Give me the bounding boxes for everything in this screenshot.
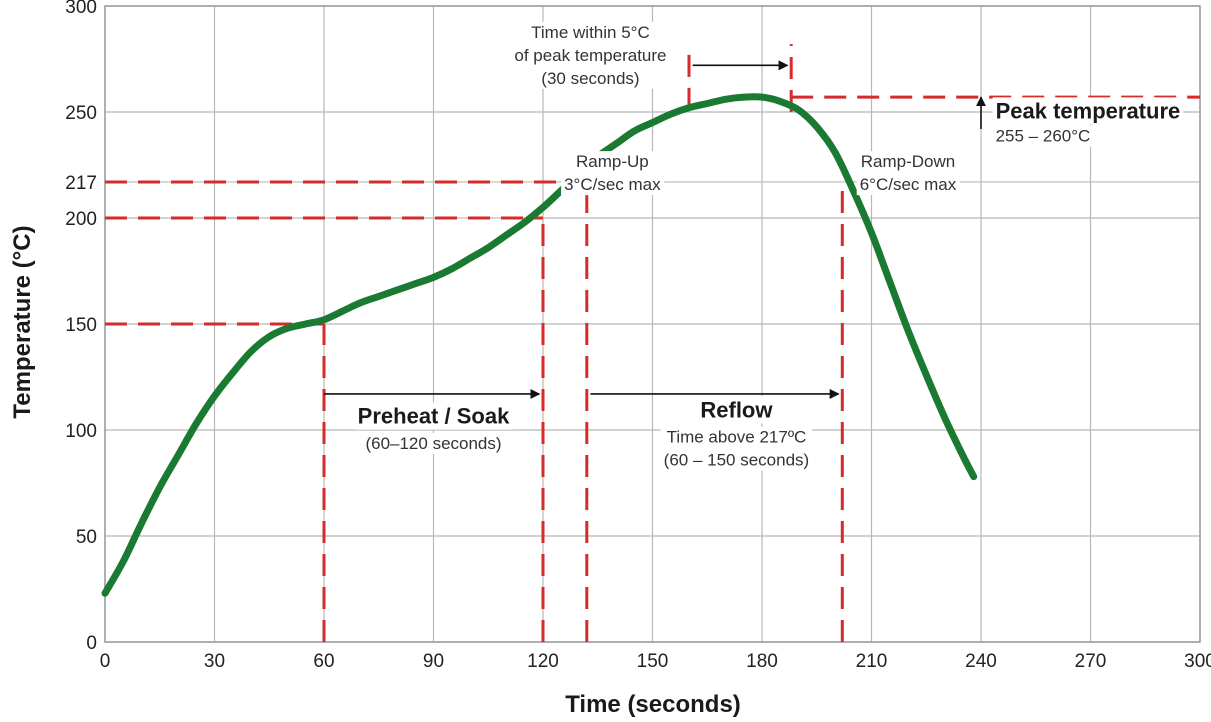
annotation: Preheat / Soak <box>354 402 514 430</box>
annotation-backdrop <box>660 426 813 471</box>
y-tick-label: 50 <box>76 527 97 548</box>
annotation: Ramp-Down 6°C/sec max <box>856 151 960 196</box>
annotation-text: (60–120 seconds) <box>365 434 501 453</box>
annotation: (60–120 seconds) <box>362 433 505 455</box>
x-tick-label: 150 <box>637 651 669 672</box>
annotation-text: (30 seconds) <box>541 69 639 88</box>
annotation-text: 3°C/sec max <box>564 175 661 194</box>
x-tick-label: 60 <box>313 651 334 672</box>
x-tick-label: 30 <box>204 651 225 672</box>
annotation-backdrop <box>992 125 1094 147</box>
y-tick-label: 200 <box>65 209 97 230</box>
curve-layer <box>101 93 978 597</box>
temperature-curve <box>101 93 978 597</box>
annotation-backdrop <box>992 97 1184 125</box>
annotations: Time within 5°C of peak temperature (30 se… <box>354 21 1184 471</box>
annotation-backdrop <box>511 21 670 89</box>
y-tick-label: 217 <box>65 173 97 194</box>
x-tick-label: 240 <box>965 651 997 672</box>
y-tick-label: 100 <box>65 421 97 442</box>
annotation: Ramp-Up 3°C/sec max <box>561 151 665 196</box>
annotation: Reflow <box>697 396 777 424</box>
x-tick-label: 210 <box>856 651 888 672</box>
annotation-text: 255 – 260°C <box>996 127 1091 146</box>
y-tick-label: 300 <box>65 0 97 18</box>
reference-lines <box>105 44 1200 642</box>
x-tick-label: 0 <box>100 651 111 672</box>
annotation-text: 6°C/sec max <box>860 175 957 194</box>
annotation: Time above 217ºC (60 – 150 seconds) <box>660 426 813 471</box>
x-tick-label: 90 <box>423 651 444 672</box>
annotation-text: Time within 5°C <box>531 23 650 42</box>
x-axis-title: Time (seconds) <box>565 691 741 718</box>
y-tick-label: 0 <box>86 633 97 654</box>
annotation-text: Preheat / Soak <box>358 404 510 429</box>
annotation-backdrop <box>856 151 960 196</box>
annotation-backdrop <box>354 402 514 430</box>
annotation-backdrop <box>561 151 665 196</box>
arrows <box>324 60 986 399</box>
y-tick-label: 150 <box>65 315 97 336</box>
annotation-text: Ramp-Up <box>576 152 649 171</box>
y-tick-label: 250 <box>65 103 97 124</box>
annotation-text: Reflow <box>700 397 773 422</box>
annotation-text: (60 – 150 seconds) <box>664 451 810 470</box>
annotation-backdrop <box>362 433 505 455</box>
tick-labels: 0 30 60 90 120 150 180 210 240 270 300 0 50 100 150 200… <box>65 0 1211 672</box>
x-tick-label: 300 <box>1184 651 1211 672</box>
annotation-text: Ramp-Down <box>861 152 955 171</box>
annotation-text: Peak temperature <box>996 98 1181 123</box>
x-tick-label: 180 <box>746 651 778 672</box>
annotation: Time within 5°C of peak temperature (30 se… <box>511 21 670 89</box>
annotation: 255 – 260°C <box>992 125 1094 147</box>
x-tick-label: 120 <box>527 651 559 672</box>
x-tick-label: 270 <box>1075 651 1107 672</box>
annotation-text: of peak temperature <box>514 46 666 65</box>
annotation-backdrop <box>697 396 777 424</box>
annotation-text: Time above 217ºC <box>667 428 807 447</box>
y-axis-title: Temperature (°C) <box>9 225 36 418</box>
annotation: Peak temperature <box>992 97 1184 125</box>
